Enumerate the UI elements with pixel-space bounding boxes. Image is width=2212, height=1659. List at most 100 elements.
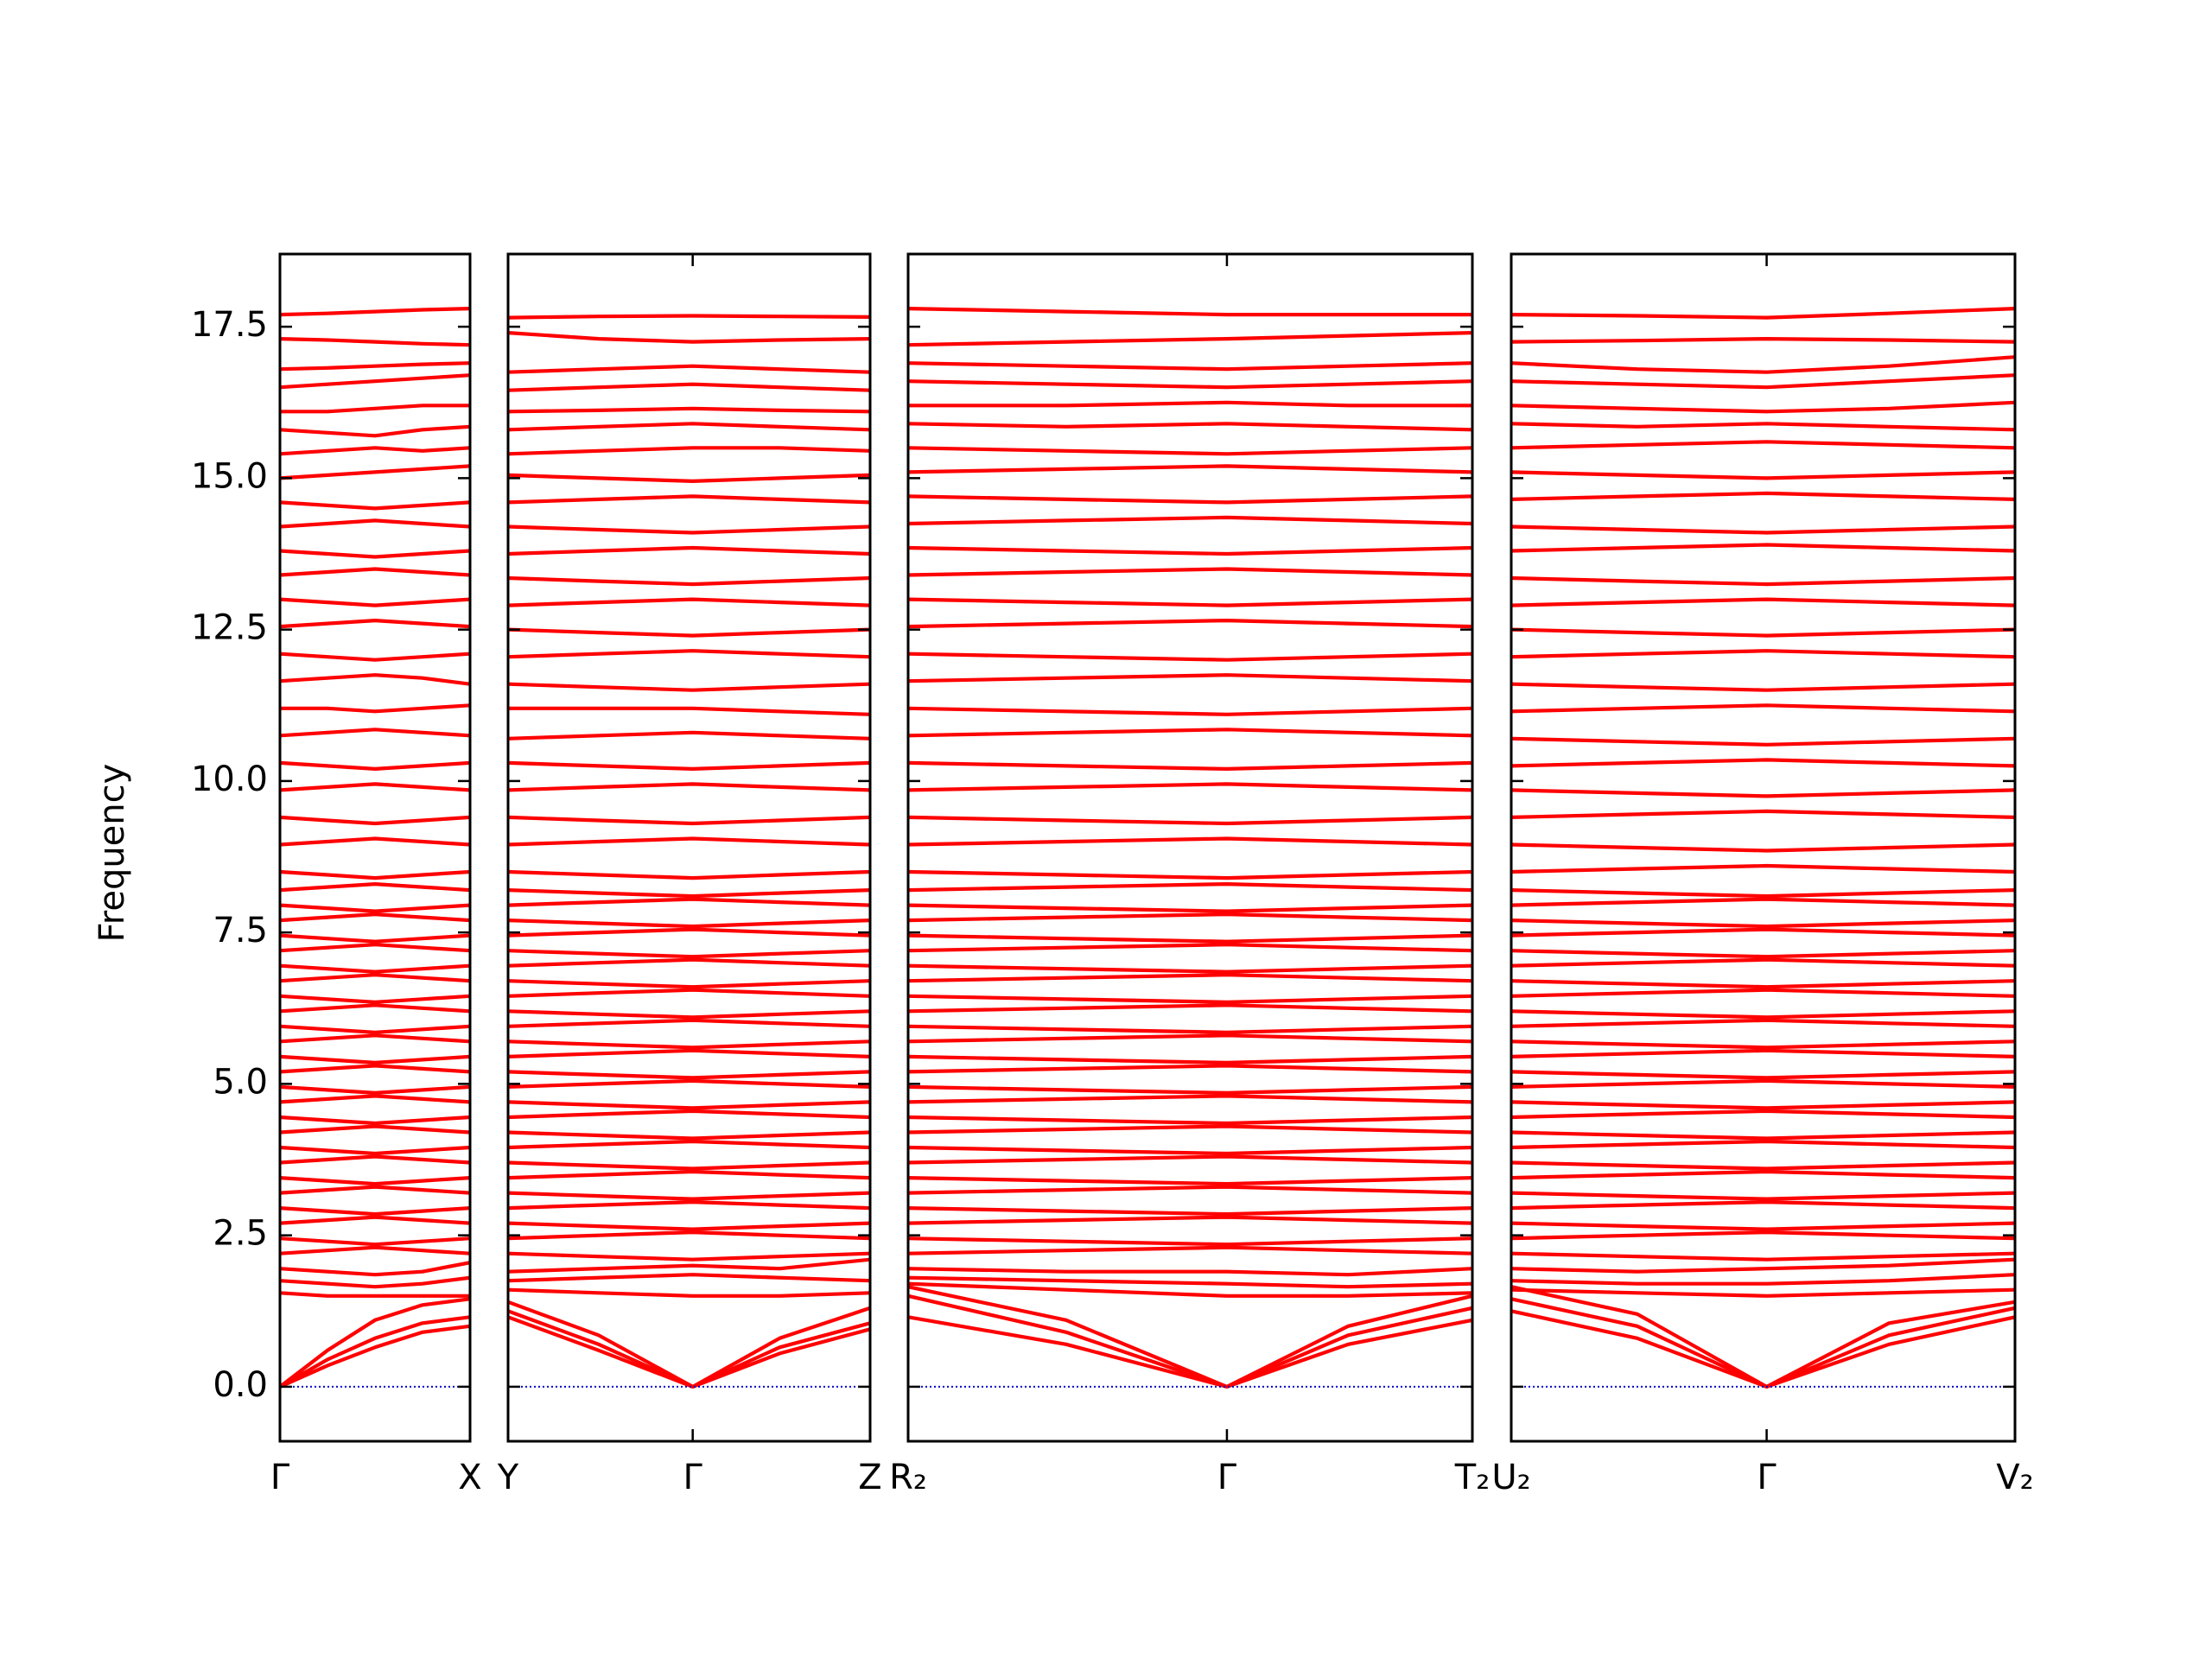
panel-frame	[278, 252, 472, 1443]
band-line	[1511, 1285, 2015, 1389]
band-line	[908, 1285, 1472, 1389]
band-line	[508, 1273, 870, 1283]
band-line	[280, 373, 470, 390]
band-line	[1511, 1169, 2015, 1180]
band-line	[508, 988, 870, 998]
band-line	[280, 1054, 470, 1065]
band-line	[908, 1124, 1472, 1135]
band-line	[508, 627, 870, 638]
band-line	[1511, 1200, 2015, 1211]
y-tick-label: 17.5	[191, 305, 268, 345]
band-line	[1511, 1039, 2015, 1050]
band-line	[508, 682, 870, 692]
band-line	[908, 1267, 1472, 1277]
band-line	[1511, 1191, 2015, 1201]
band-line	[508, 815, 870, 826]
band-line	[908, 912, 1472, 923]
band-line	[908, 1024, 1472, 1034]
band-line	[908, 1064, 1472, 1074]
band-line	[908, 963, 1472, 974]
band-line	[508, 446, 870, 456]
band-line	[1511, 1273, 2015, 1286]
band-line	[908, 1145, 1472, 1156]
band-line	[908, 673, 1472, 683]
band-line	[1511, 888, 2015, 899]
band-line	[280, 1084, 470, 1095]
band-line	[280, 1206, 470, 1217]
band-line	[1511, 736, 2015, 747]
band-line	[508, 473, 870, 483]
band-line	[280, 1297, 470, 1389]
band-line	[508, 706, 870, 716]
band-line	[1511, 703, 2015, 714]
band-line	[508, 1018, 870, 1028]
band-line	[280, 760, 470, 771]
y-tick-label: 7.5	[213, 911, 268, 950]
band-line	[1511, 1230, 2015, 1241]
band-line	[280, 337, 470, 347]
band-line	[508, 1078, 870, 1089]
band-line	[280, 619, 470, 629]
band-line	[908, 597, 1472, 607]
band-line	[908, 464, 1472, 474]
y-tick-label: 15.0	[191, 456, 268, 496]
band-line	[508, 760, 870, 771]
band-line	[908, 446, 1472, 456]
y-axis-label: Frequency	[92, 764, 132, 943]
band-line	[508, 836, 870, 847]
x-tick-label: Y	[497, 1458, 519, 1497]
band-line	[908, 619, 1472, 629]
band-line	[280, 1154, 470, 1165]
band-line	[908, 1054, 1472, 1065]
band-line	[280, 1215, 470, 1225]
band-line	[1511, 809, 2015, 819]
band-line	[280, 1124, 470, 1135]
band-line	[908, 706, 1472, 716]
band-line	[280, 1176, 470, 1186]
band-line	[908, 307, 1472, 317]
band-line	[280, 597, 470, 607]
x-tick-label: U₂	[1491, 1458, 1530, 1497]
band-line	[508, 1191, 870, 1201]
band-line	[908, 1084, 1472, 1095]
band-line	[908, 494, 1472, 505]
band-line	[280, 782, 470, 792]
band-line	[508, 1230, 870, 1241]
band-line	[1511, 491, 2015, 501]
band-line	[280, 933, 470, 944]
band-line	[1511, 649, 2015, 659]
band-line	[508, 597, 870, 607]
band-line	[508, 869, 870, 880]
band-line	[508, 1300, 870, 1389]
band-line	[508, 949, 870, 959]
band-line	[508, 897, 870, 907]
band-line	[1511, 543, 2015, 553]
band-line	[280, 1275, 470, 1289]
band-line	[1511, 988, 2015, 998]
band-line	[508, 1160, 870, 1171]
band-line	[908, 933, 1472, 944]
band-line	[1511, 524, 2015, 535]
band-line	[1511, 1009, 2015, 1020]
band-line	[1511, 957, 2015, 968]
band-line	[280, 1033, 470, 1044]
band-line	[908, 782, 1472, 792]
band-line	[1511, 470, 2015, 480]
band-line	[1511, 1287, 2015, 1298]
band-line	[280, 963, 470, 974]
band-line	[908, 1115, 1472, 1126]
band-line	[280, 446, 470, 456]
band-line	[280, 815, 470, 826]
band-line	[280, 424, 470, 438]
band-line	[1511, 1048, 2015, 1058]
band-line	[508, 1109, 870, 1120]
band-line	[508, 888, 870, 899]
plot-area	[280, 307, 470, 1389]
band-line	[280, 1003, 470, 1014]
band-line	[1511, 1251, 2015, 1262]
band-line	[908, 1094, 1472, 1104]
band-line	[1511, 788, 2015, 798]
band-line	[508, 494, 870, 505]
band-line	[280, 728, 470, 738]
band-line	[908, 1245, 1472, 1255]
